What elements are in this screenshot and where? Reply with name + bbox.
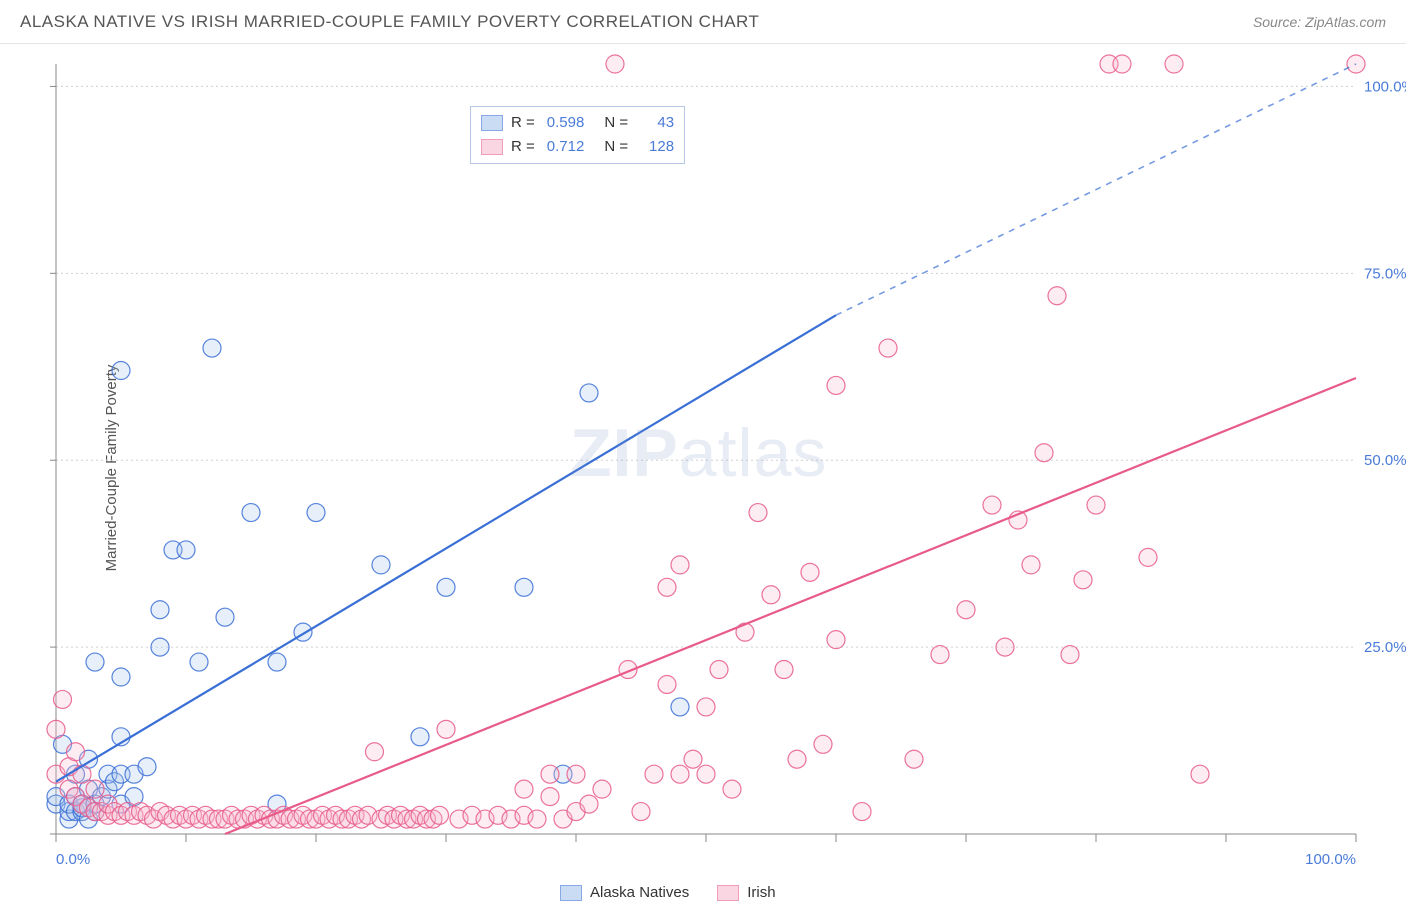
legend-row: R =0.598N =43: [481, 111, 674, 135]
svg-text:100.0%: 100.0%: [1305, 851, 1356, 868]
legend-swatch: [481, 139, 503, 155]
svg-text:50.0%: 50.0%: [1364, 452, 1406, 469]
svg-text:25.0%: 25.0%: [1364, 639, 1406, 656]
legend-label: Irish: [747, 884, 775, 901]
svg-text:75.0%: 75.0%: [1364, 265, 1406, 282]
svg-text:100.0%: 100.0%: [1364, 78, 1406, 95]
legend-item: Irish: [717, 884, 775, 901]
plot-area: Married-Couple Family Poverty 25.0%50.0%…: [0, 44, 1406, 892]
legend-swatch: [481, 115, 503, 131]
scatter-chart: 25.0% 50.0% 75.0% 100.0% 0.0% 100.0%: [0, 44, 1406, 892]
chart-title: ALASKA NATIVE VS IRISH MARRIED-COUPLE FA…: [20, 12, 759, 32]
correlation-legend: R =0.598N =43R =0.712N =128: [470, 106, 685, 164]
series-legend: Alaska Natives Irish: [560, 884, 776, 901]
legend-item: Alaska Natives: [560, 884, 689, 901]
chart-header: ALASKA NATIVE VS IRISH MARRIED-COUPLE FA…: [0, 0, 1406, 44]
legend-swatch: [560, 885, 582, 901]
legend-label: Alaska Natives: [590, 884, 689, 901]
legend-row: R =0.712N =128: [481, 135, 674, 159]
source-credit: Source: ZipAtlas.com: [1253, 14, 1386, 30]
svg-text:0.0%: 0.0%: [56, 851, 90, 868]
legend-swatch: [717, 885, 739, 901]
